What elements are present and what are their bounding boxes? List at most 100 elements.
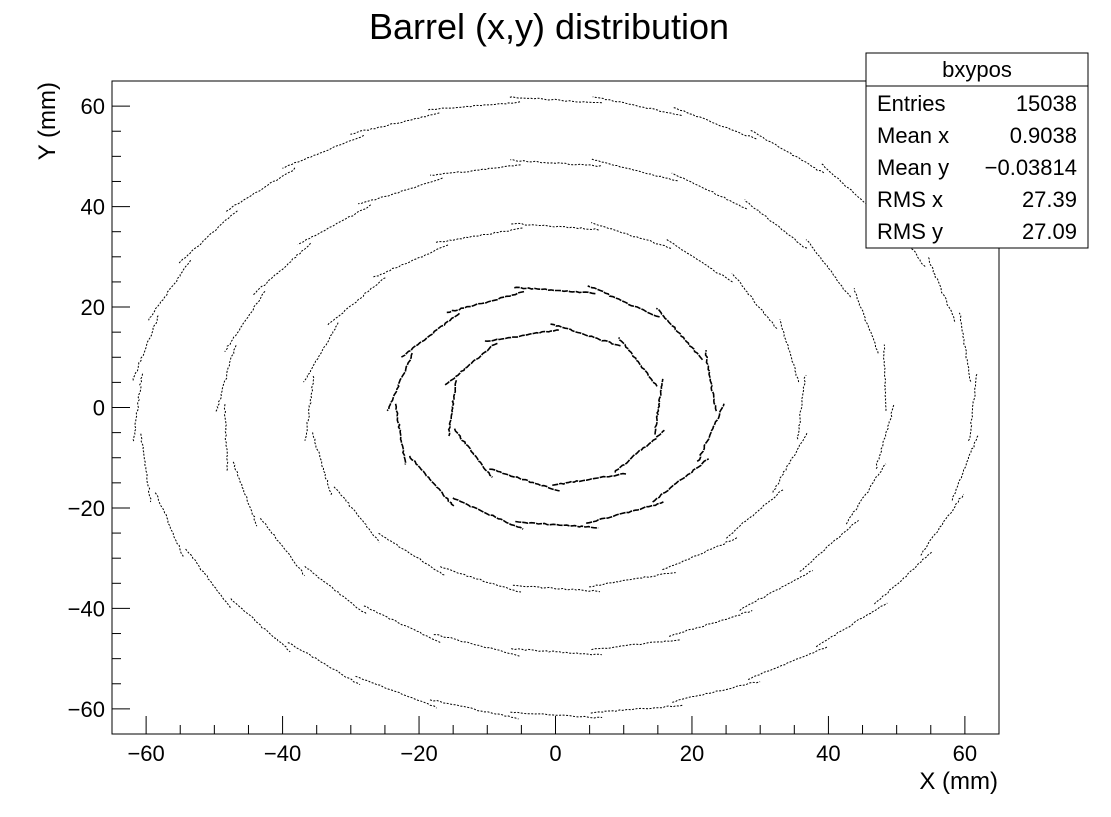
stave-hits [230,598,291,653]
stave-hits [510,711,603,719]
stave-hits [484,329,559,343]
stave-hits [132,315,159,381]
barrel-layer-5 [132,96,980,720]
stave-hits [747,645,829,680]
stave-hits [394,403,407,465]
barrel-layer-3 [303,222,808,593]
stave-hits [304,375,315,441]
stave-hits [665,238,733,283]
stave-hits [489,468,560,492]
stave-hits [304,565,368,615]
stave-hits [799,520,859,572]
data-points [132,96,980,720]
stave-hits [452,497,524,530]
stave-hits [435,227,523,244]
stats-label: Entries [877,91,945,116]
x-tick-label: 0 [549,741,561,766]
stave-hits [386,352,413,412]
stave-hits [927,256,956,322]
stave-hits [845,463,887,525]
stave-hits [951,434,980,501]
stats-value: −0.03814 [985,155,1077,180]
stave-hits [587,285,660,318]
stave-hits [312,432,333,496]
stave-hits [820,163,881,216]
stats-box-name: bxypos [942,57,1012,82]
stave-hits [453,428,493,478]
stave-hits [446,290,525,314]
stave-hits [509,96,602,104]
stats-value: 27.09 [1022,219,1077,244]
stave-hits [726,489,784,539]
stave-hits [430,164,521,176]
stave-hits [652,458,710,503]
stave-hits [511,648,602,656]
stave-hits [655,307,704,361]
stave-hits [772,432,808,493]
stave-hits [378,532,446,576]
stave-hits [874,550,934,605]
stave-hits [805,239,851,298]
stave-hits [140,433,152,503]
stave-hits [132,373,143,442]
stave-hits [673,107,757,140]
stave-hits [704,349,718,412]
stave-hits [796,374,807,440]
stave-hits [427,101,521,111]
x-tick-label: −60 [127,741,164,766]
stave-hits [654,378,664,435]
stave-hits [967,373,978,441]
stave-hits [148,260,192,321]
y-tick-label: −60 [68,697,105,722]
stave-hits [614,429,665,473]
stats-value: 15038 [1016,91,1077,116]
x-tick-label: −40 [264,741,301,766]
stave-hits [662,536,739,571]
stave-hits [668,610,753,637]
stave-hits [297,204,372,245]
stave-hits [154,492,184,558]
stave-hits [671,172,748,210]
stave-hits [363,605,441,643]
stave-hits [401,312,461,358]
stats-value: 27.39 [1022,187,1077,212]
stave-hits [433,634,520,657]
y-tick-label: 0 [93,396,105,421]
stave-hits [178,210,238,264]
stave-hits [224,290,266,353]
barrel-layer-1 [444,323,665,492]
stave-hits [512,584,601,593]
stave-hits [510,159,601,168]
y-axis-ticks: −60 −40 −20 0 20 40 60 [68,94,130,722]
stave-hits [739,570,813,611]
barrel-layer-2 [386,285,725,530]
x-axis-ticks: −60 −40 −20 0 20 40 60 [127,716,977,766]
y-tick-label: 60 [81,94,105,119]
stave-hits [552,472,627,487]
x-tick-label: −20 [400,741,437,766]
stave-hits [444,342,498,386]
stave-hits [618,337,658,387]
stave-hits [590,704,684,714]
stave-hits [853,288,879,354]
stave-hits [358,177,443,205]
stave-hits [514,286,596,295]
stave-hits [224,167,296,213]
y-tick-label: 40 [81,195,105,220]
stave-hits [586,501,664,524]
stave-hits [409,455,455,507]
stats-box: bxypos Entries 15038 Mean x 0.9038 Mean y −0.… [865,52,1089,249]
stave-hits [779,319,800,383]
stave-hits [672,681,761,703]
stats-label: RMS x [877,187,943,212]
stave-hits [875,403,895,469]
x-axis-label: X (mm) [919,768,998,795]
stats-value: 0.9038 [1010,123,1077,148]
x-tick-label: 20 [680,741,704,766]
stave-hits [750,129,825,174]
stave-hits [731,272,778,329]
y-tick-label: 20 [81,295,105,320]
barrel-layer-4 [215,158,895,657]
stave-hits [429,699,519,720]
stave-hits [815,602,888,648]
